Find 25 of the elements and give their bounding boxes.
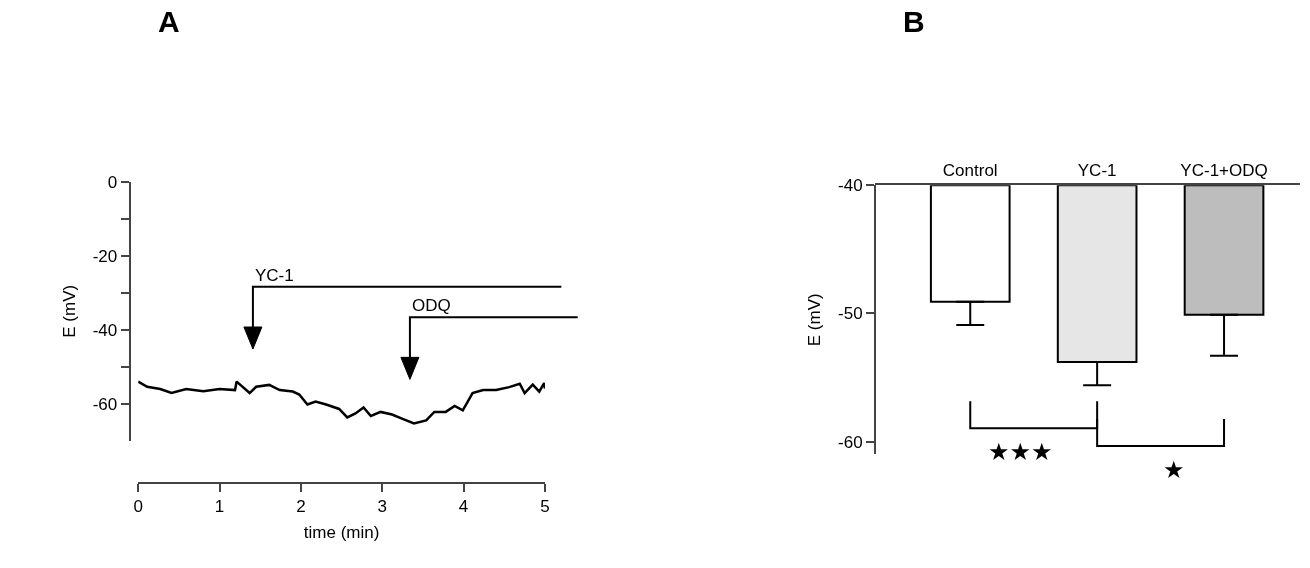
chart-title: A [158, 5, 180, 38]
x-tick-label: 0 [133, 497, 143, 517]
x-tick-label: 3 [377, 497, 387, 517]
y-axis-title: E (mV) [805, 293, 825, 347]
chart-title: B [903, 5, 925, 38]
x-tick-label: 2 [296, 497, 306, 517]
y-tick-label: -60 [838, 432, 863, 452]
ref-line-label: YC-1 [255, 266, 294, 285]
y-tick-label: -60 [92, 394, 118, 414]
y-axis-title: E (mV) [59, 284, 79, 338]
x-tick-label: YC-1 [1077, 161, 1117, 181]
x-tick-label: YC-1+ODQ [1180, 161, 1268, 181]
y-tick-label: -50 [838, 304, 863, 324]
y-tick-label: -40 [838, 176, 863, 196]
x-axis-title: time (min) [303, 523, 380, 543]
ref-line-label: ODQ [412, 296, 451, 315]
line-series [138, 380, 545, 425]
y-tick-label: -40 [92, 320, 118, 340]
y-tick-label: -20 [92, 246, 118, 266]
x-tick-label: 5 [540, 497, 550, 517]
x-tick-label: 4 [458, 497, 469, 517]
x-tick-label: Control [942, 161, 998, 181]
text: ★ [1163, 456, 1185, 484]
x-tick-label: 1 [214, 497, 225, 517]
annotation: ★★★ [988, 438, 1053, 466]
